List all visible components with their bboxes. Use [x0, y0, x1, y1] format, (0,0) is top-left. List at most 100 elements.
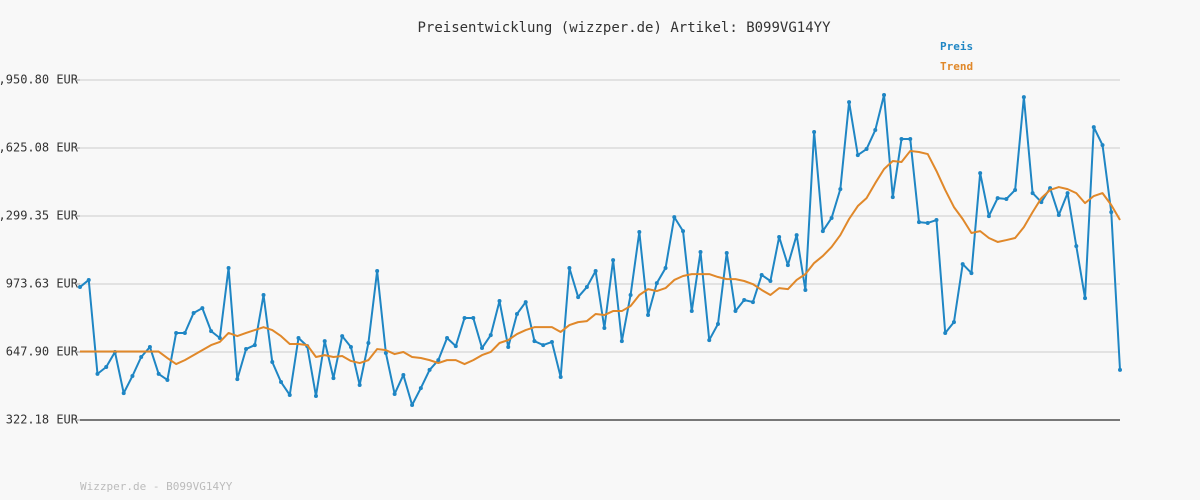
point [960, 262, 965, 267]
point [882, 92, 887, 97]
point [750, 300, 755, 305]
point [654, 281, 659, 286]
point [1004, 196, 1009, 201]
point [1118, 367, 1122, 372]
point [794, 233, 799, 238]
point [1013, 187, 1018, 192]
point [1030, 191, 1035, 196]
point [943, 330, 948, 335]
point [427, 367, 432, 372]
point [471, 315, 476, 320]
point [829, 215, 834, 220]
point [95, 371, 100, 376]
point [541, 343, 546, 348]
point [916, 220, 921, 225]
point [715, 322, 720, 327]
point [768, 278, 773, 283]
point [733, 309, 738, 314]
point [139, 354, 144, 359]
point [628, 292, 633, 297]
point [147, 344, 152, 349]
point [602, 325, 607, 330]
point [1021, 95, 1026, 100]
point [270, 360, 275, 365]
point [410, 403, 415, 408]
point [969, 271, 974, 276]
point [462, 315, 467, 320]
point [480, 346, 485, 351]
footer: Wizzper.de - B099VG14YY [80, 480, 233, 493]
point [348, 344, 353, 349]
point [523, 300, 528, 305]
point [209, 329, 214, 334]
point [392, 391, 397, 396]
point [899, 137, 904, 142]
point [130, 373, 135, 378]
point [986, 214, 991, 219]
legend-entry: Preis [940, 40, 973, 53]
point [497, 299, 502, 304]
point [252, 343, 257, 348]
point [1065, 191, 1070, 196]
point [174, 330, 179, 335]
point [182, 330, 187, 335]
point [532, 339, 537, 344]
point [890, 195, 895, 200]
point [908, 137, 913, 142]
point [340, 334, 345, 339]
point [873, 128, 878, 133]
point [366, 341, 371, 346]
point [864, 147, 869, 152]
point [322, 339, 327, 344]
point [934, 218, 939, 223]
point [951, 320, 956, 325]
point [584, 285, 589, 290]
point [672, 215, 677, 220]
point [593, 268, 598, 273]
y-tick-label: 1,950.80 EUR [0, 73, 79, 87]
y-tick-label: 647.90 EUR [6, 345, 79, 359]
point [646, 313, 651, 318]
point [576, 295, 581, 300]
point [104, 365, 109, 370]
point [279, 380, 284, 385]
point [803, 287, 808, 292]
point [235, 377, 240, 382]
point [558, 375, 563, 380]
point [698, 249, 703, 254]
point [619, 339, 624, 344]
point [689, 309, 694, 314]
point [1109, 210, 1114, 215]
point [445, 335, 450, 340]
point [78, 285, 82, 290]
point [401, 372, 406, 377]
point [812, 129, 817, 134]
point [978, 171, 983, 176]
point [637, 229, 642, 234]
point [1100, 143, 1105, 148]
y-tick-label: 973.63 EUR [6, 276, 79, 290]
point [1074, 244, 1079, 249]
y-tick-label: 1,625.08 EUR [0, 140, 79, 154]
point [777, 234, 782, 239]
point [925, 220, 930, 225]
y-tick-label: 1,299.35 EUR [0, 209, 79, 223]
point [383, 351, 388, 356]
point [663, 266, 668, 271]
legend-entry: Trend [940, 60, 973, 73]
point [261, 292, 266, 297]
point [453, 344, 458, 349]
point [549, 339, 554, 344]
line-1 [80, 149, 1121, 366]
point [165, 377, 170, 382]
chart-title: Preisentwicklung (wizzper.de) Artikel: B… [417, 20, 831, 36]
point [820, 229, 825, 234]
point [244, 347, 249, 352]
point [1091, 125, 1096, 130]
point [191, 310, 196, 315]
point [226, 266, 231, 271]
point [611, 258, 616, 263]
point [86, 277, 91, 282]
